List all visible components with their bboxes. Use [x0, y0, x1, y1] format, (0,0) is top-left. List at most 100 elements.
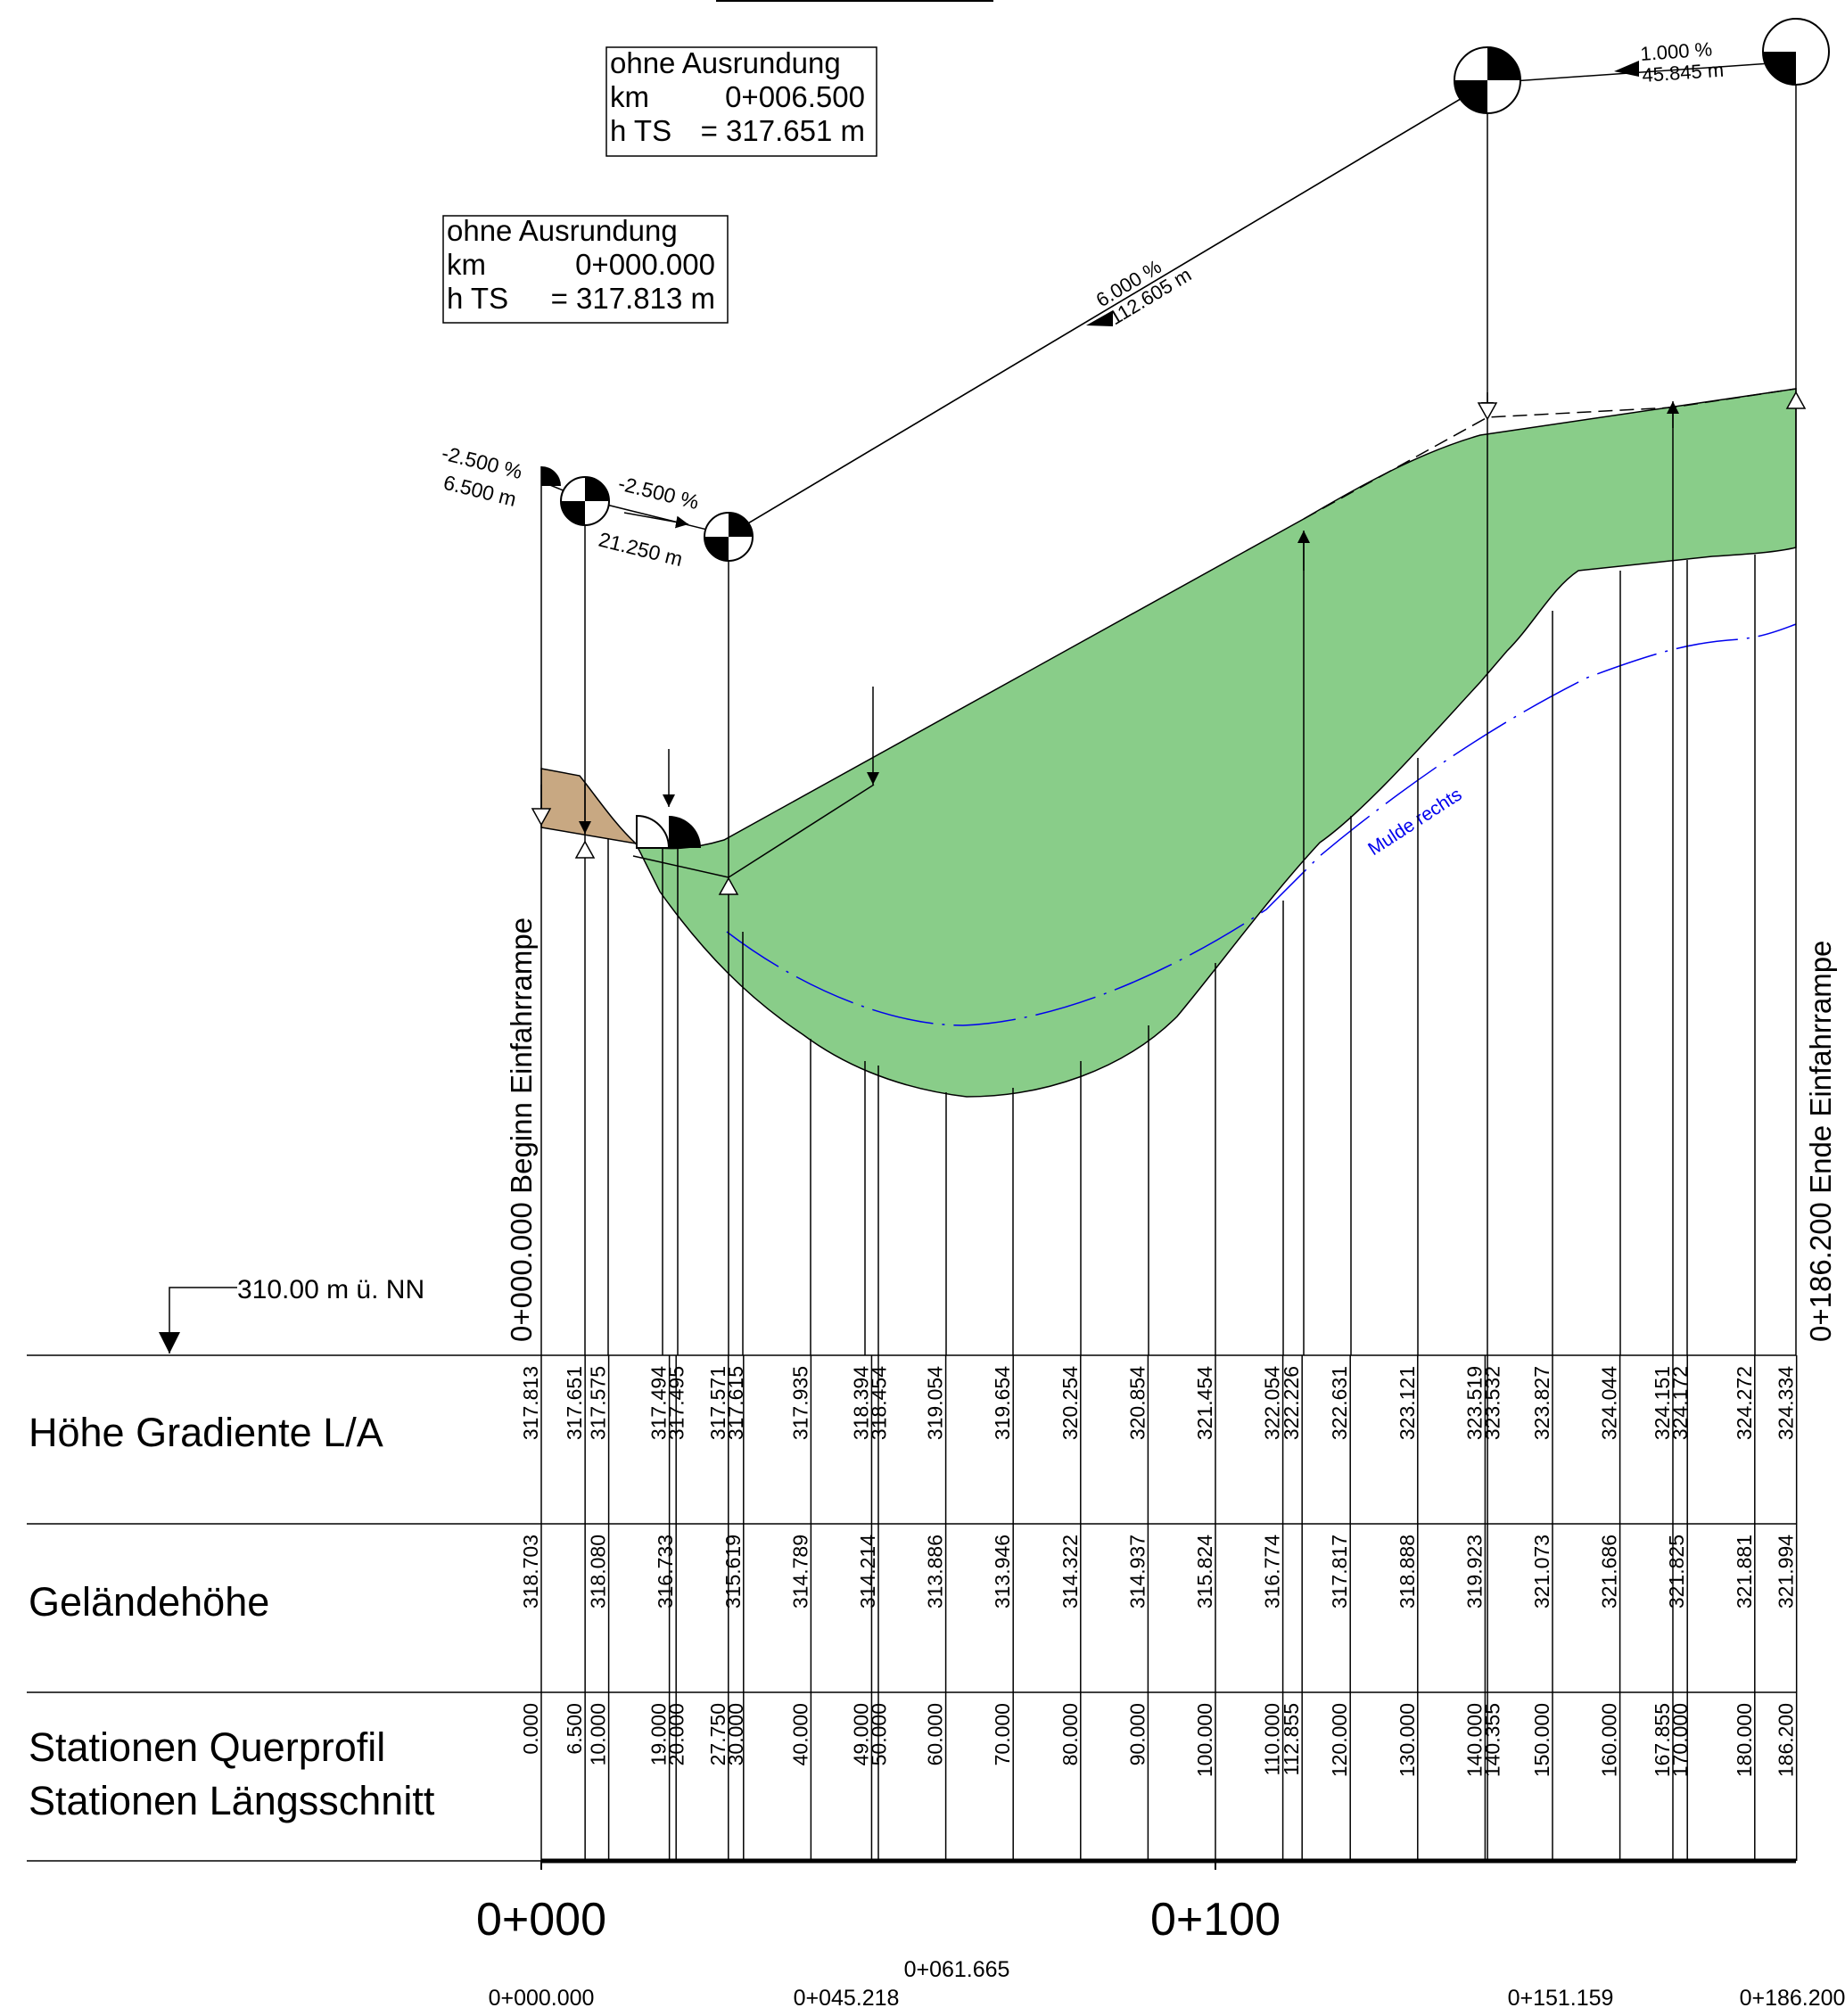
- reference-height: 310.00 m ü. NN: [159, 1275, 424, 1354]
- terrain-value: 321.686: [1598, 1535, 1621, 1609]
- station-value: 140.000: [1462, 1703, 1486, 1777]
- tangent-point-markers: [541, 18, 1830, 849]
- station-value: 19.000: [647, 1703, 671, 1765]
- grade-triangles: [531, 391, 1807, 895]
- axis-label-0: 0+000: [476, 1894, 606, 1946]
- start-station-label: 0+000.000 Beginn Einfahrrampe: [505, 917, 538, 1342]
- station-value: 27.750: [706, 1703, 729, 1765]
- gradient-value: 317.494: [647, 1366, 671, 1440]
- gradient-value: 324.334: [1775, 1366, 1798, 1440]
- station-value: 70.000: [991, 1703, 1014, 1765]
- bottom-station-0: 0+000.000: [489, 1986, 595, 2011]
- info-box-lower-h-label: h TS: [447, 282, 508, 315]
- station-lines: [540, 45, 1797, 1355]
- station-value: 130.000: [1396, 1703, 1419, 1777]
- reference-height-label: 310.00 m ü. NN: [237, 1275, 424, 1304]
- terrain-value: 321.994: [1775, 1535, 1798, 1609]
- gradient-value: 323.827: [1530, 1366, 1553, 1440]
- terrain-value: 314.789: [788, 1535, 811, 1609]
- topsoil-wedge: [540, 768, 638, 845]
- terrain-value: 318.888: [1396, 1535, 1419, 1609]
- info-box-upper-h-value: = 317.651 m: [701, 114, 865, 147]
- station-value: 80.000: [1058, 1703, 1082, 1765]
- station-value: 49.000: [849, 1703, 872, 1765]
- gradient-value: 317.813: [519, 1366, 542, 1440]
- terrain-value: 318.080: [587, 1535, 610, 1609]
- band-verticals: [540, 1355, 1798, 1861]
- station-value: 30.000: [724, 1703, 747, 1765]
- station-value: 160.000: [1598, 1703, 1621, 1777]
- info-box-upper: ohne Ausrundung km 0+006.500 h TS = 317.…: [605, 46, 877, 157]
- terrain-value: 313.886: [924, 1535, 947, 1609]
- gradient-value: 324.172: [1668, 1366, 1692, 1440]
- station-value: 186.200: [1775, 1703, 1798, 1777]
- gradient-tangent-dashed: [1303, 388, 1797, 520]
- gradient-value: 322.631: [1328, 1366, 1351, 1440]
- ditch-label: Mulde rechts: [1364, 784, 1465, 860]
- gradient-value: 319.654: [991, 1366, 1014, 1440]
- info-box-lower-h-value: = 317.813 m: [551, 282, 715, 315]
- gradient-segment-3: [728, 82, 1488, 536]
- axis-label-100: 0+100: [1150, 1894, 1281, 1946]
- row-header-terrain: Geländehöhe: [29, 1579, 269, 1625]
- terrain-value: 314.214: [856, 1535, 879, 1609]
- info-box-upper-km-value: 0+006.500: [725, 80, 865, 113]
- slope-2-percent: -2.500 %: [616, 472, 702, 514]
- station-value: 180.000: [1733, 1703, 1756, 1777]
- gradient-value: 317.495: [665, 1366, 688, 1440]
- gradient-value: 323.121: [1396, 1366, 1419, 1440]
- slope-2-length: 21.250 m: [597, 528, 685, 571]
- terrain-value: 319.923: [1462, 1535, 1486, 1609]
- bottom-station-4: 0+186.200: [1740, 1986, 1845, 2011]
- station-axis: 0+000 0+100 0+000.000 0+045.218 0+061.66…: [476, 1861, 1845, 2011]
- terrain-value: 314.322: [1058, 1535, 1082, 1609]
- terrain-value: 315.824: [1193, 1535, 1216, 1609]
- row-header-gradient: Höhe Gradiente L/A: [29, 1410, 383, 1455]
- gradient-value: 322.226: [1280, 1366, 1303, 1440]
- terrain-value: 321.073: [1530, 1535, 1553, 1609]
- tangent-low: [632, 855, 729, 878]
- slope-arrow-2: [623, 512, 689, 529]
- bottom-station-2: 0+061.665: [904, 1957, 1010, 1982]
- bottom-station-3: 0+151.159: [1508, 1986, 1614, 2011]
- station-value: 120.000: [1328, 1703, 1351, 1777]
- station-value: 170.000: [1668, 1703, 1692, 1777]
- gradient-value: 324.272: [1733, 1366, 1756, 1440]
- station-value: 90.000: [1125, 1703, 1149, 1765]
- gradient-value: 318.394: [849, 1366, 872, 1440]
- slope-4-length: 45.845 m: [1642, 59, 1725, 86]
- bottom-station-1: 0+045.218: [794, 1986, 900, 2011]
- terrain-value: 318.703: [519, 1535, 542, 1609]
- gradient-value: 320.854: [1125, 1366, 1149, 1440]
- station-value: 112.855: [1280, 1703, 1303, 1775]
- grade-arrows: [535, 392, 1679, 834]
- info-box-lower-km-value: 0+000.000: [575, 248, 715, 281]
- station-value: 40.000: [788, 1703, 811, 1765]
- gradient-value: 322.054: [1261, 1366, 1284, 1440]
- station-value: 10.000: [587, 1703, 610, 1765]
- row-header-stations-cross: Stationen Querprofil: [29, 1724, 385, 1770]
- station-value: 167.855: [1651, 1703, 1674, 1777]
- terrain-values: 318.703 318.080 316.733 315.619 314.789 314.2…: [519, 1535, 1798, 1609]
- station-value: 60.000: [924, 1703, 947, 1765]
- terrain-value: 321.825: [1665, 1535, 1688, 1609]
- tangent-rise: [728, 784, 875, 878]
- row-header-stations-long: Stationen Längsschnitt: [29, 1778, 435, 1823]
- info-box-lower: ohne Ausrundung km 0+000.000 h TS = 317.…: [442, 214, 729, 324]
- info-box-lower-km-label: km: [447, 248, 486, 281]
- gradient-value: 321.454: [1193, 1366, 1216, 1440]
- station-value: 110.000: [1261, 1703, 1284, 1775]
- station-value: 140.355: [1480, 1703, 1503, 1777]
- info-box-upper-km-label: km: [610, 80, 649, 113]
- fill-area: [634, 388, 1797, 1098]
- end-station-label: 0+186.200 Ende Einfahrrampe: [1804, 941, 1837, 1342]
- terrain-value: 316.733: [654, 1535, 677, 1609]
- gradient-value: 317.615: [724, 1366, 747, 1440]
- slope-arrow-4: [1614, 61, 1639, 77]
- info-box-lower-title: ohne Ausrundung: [447, 214, 678, 247]
- gradient-value: 324.151: [1651, 1366, 1674, 1440]
- slope-4-percent: 1.000 %: [1640, 37, 1713, 65]
